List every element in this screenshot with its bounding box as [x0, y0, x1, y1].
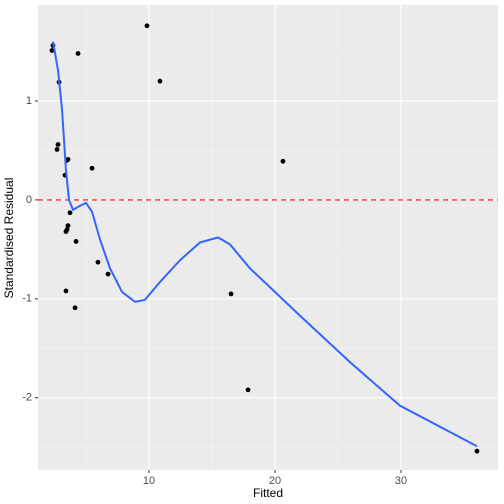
- point: [95, 259, 101, 265]
- point: [63, 229, 69, 234]
- panel: [38, 5, 498, 470]
- point: [157, 78, 163, 84]
- x-tick-label: 30: [395, 475, 407, 487]
- point: [75, 51, 81, 56]
- point: [89, 165, 95, 171]
- point: [144, 23, 150, 29]
- point: [54, 147, 60, 152]
- smooth-line: [52, 41, 478, 448]
- point: [474, 448, 480, 454]
- point: [63, 288, 69, 294]
- point: [72, 305, 78, 311]
- x-axis-title: Fitted: [253, 486, 283, 500]
- point: [65, 223, 71, 229]
- y-tick-label: 1: [26, 95, 32, 107]
- y-tick-label: -1: [22, 293, 32, 305]
- y-tick-label: 0: [26, 194, 32, 206]
- point: [49, 48, 55, 53]
- y-tick-label: -2: [22, 392, 32, 404]
- x-tick-label: 20: [269, 475, 281, 487]
- x-tick-label: 10: [143, 475, 155, 487]
- point: [73, 239, 79, 244]
- point: [245, 387, 251, 393]
- y-axis-title: Standardised Residual: [2, 178, 16, 299]
- point: [228, 291, 234, 297]
- point: [280, 158, 286, 164]
- point: [105, 271, 111, 277]
- point: [55, 142, 61, 147]
- point: [67, 210, 73, 216]
